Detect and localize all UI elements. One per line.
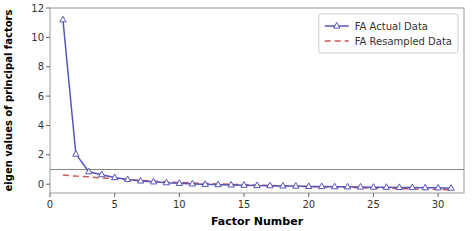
x-tick-label: 30 <box>432 199 445 210</box>
x-tick-label: 10 <box>173 199 186 210</box>
point-marker <box>150 178 156 184</box>
legend-label: FA Actual Data <box>355 21 428 32</box>
y-tick <box>46 125 50 126</box>
point-marker <box>163 179 169 185</box>
point-marker <box>60 16 66 22</box>
point-marker <box>370 184 376 190</box>
x-tick-label: 25 <box>367 199 380 210</box>
y-tick-label: 2 <box>38 149 44 160</box>
y-tick <box>46 66 50 67</box>
point-marker <box>137 177 143 183</box>
point-marker <box>293 183 299 189</box>
x-tick-label: 0 <box>47 199 53 210</box>
series-line <box>63 20 451 188</box>
x-tick <box>308 193 309 197</box>
point-marker <box>241 182 247 188</box>
point-marker <box>267 182 273 188</box>
point-marker <box>215 181 221 187</box>
point-marker <box>202 181 208 187</box>
point-marker <box>422 184 428 190</box>
legend-marker <box>334 23 340 29</box>
point-marker <box>112 174 118 180</box>
y-tick <box>46 96 50 97</box>
point-marker <box>396 184 402 190</box>
x-tick <box>50 193 51 197</box>
x-tick <box>244 193 245 197</box>
plot-data <box>50 16 464 190</box>
point-marker <box>86 168 92 174</box>
legend-label: FA Resampled Data <box>355 36 452 47</box>
reference-line <box>50 169 464 170</box>
point-marker <box>176 180 182 186</box>
y-tick-label: 6 <box>38 91 44 102</box>
y-tick-label: 4 <box>38 120 44 131</box>
x-tick-label: 20 <box>302 199 315 210</box>
y-tick <box>46 8 50 9</box>
point-marker <box>383 184 389 190</box>
point-marker <box>331 183 337 189</box>
point-marker <box>228 181 234 187</box>
x-tick <box>438 193 439 197</box>
x-tick <box>114 193 115 197</box>
x-tick <box>179 193 180 197</box>
x-axis-label: Factor Number <box>211 215 304 228</box>
point-marker <box>189 180 195 186</box>
point-marker <box>280 182 286 188</box>
point-marker <box>254 182 260 188</box>
legend-swatch <box>325 40 349 42</box>
legend-box <box>319 14 458 53</box>
x-tick-label: 5 <box>112 199 118 210</box>
point-marker <box>319 183 325 189</box>
x-axis: 0 5 10 15 20 25 30 <box>47 193 445 210</box>
y-tick-label: 12 <box>31 3 44 14</box>
point-marker <box>124 176 130 182</box>
point-marker <box>73 151 79 157</box>
point-marker <box>435 184 441 190</box>
y-axis: 0 2 4 6 8 10 12 <box>31 3 50 190</box>
point-marker <box>357 183 363 189</box>
y-tick <box>46 154 50 155</box>
y-tick <box>46 184 50 185</box>
point-marker <box>409 184 415 190</box>
point-marker <box>99 171 105 177</box>
point-marker <box>448 185 454 191</box>
point-marker <box>344 183 350 189</box>
y-tick-label: 10 <box>31 32 44 43</box>
point-marker <box>306 183 312 189</box>
x-tick-label: 15 <box>238 199 251 210</box>
x-tick <box>373 193 374 197</box>
chart: 0 2 4 6 8 10 12 0 5 10 15 20 25 30 Factor Number eigen … <box>0 0 474 231</box>
y-tick-label: 8 <box>38 61 44 72</box>
y-axis-label: eigen values of principal factors <box>3 10 14 192</box>
plot-frame <box>50 8 464 193</box>
y-tick <box>46 37 50 38</box>
legend: FA Actual Data FA Resampled Data <box>319 14 458 53</box>
y-tick-label: 0 <box>38 179 44 190</box>
